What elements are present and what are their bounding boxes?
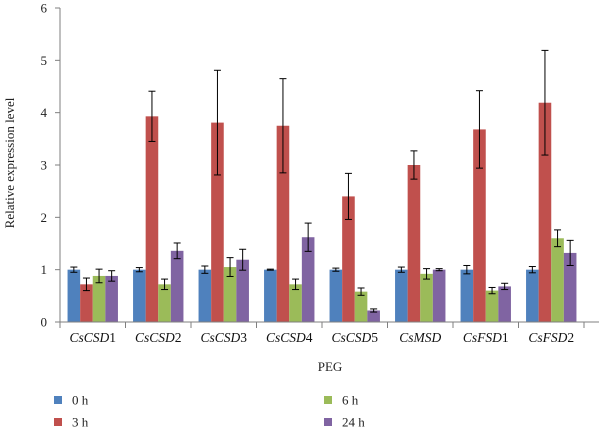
legend-swatch — [54, 418, 62, 426]
y-axis: 0 1 2 3 4 5 6 — [41, 1, 61, 330]
bar — [92, 275, 106, 322]
legend: 0 h 3 h 6 h 24 h — [54, 393, 365, 430]
bar — [236, 259, 249, 322]
x-tick-label: CsCSD4 — [266, 330, 313, 345]
bar — [460, 269, 474, 322]
x-axis-title: PEG — [318, 359, 343, 374]
y-tick-label: 0 — [41, 315, 48, 330]
bar — [473, 129, 486, 322]
y-tick-label: 1 — [41, 262, 48, 277]
x-tick-label: CsCSD3 — [200, 330, 247, 345]
x-tick-label: CsFSD1 — [463, 330, 509, 345]
bar — [498, 286, 511, 322]
bar — [211, 122, 224, 322]
x-tick-label: CsCSD1 — [69, 330, 116, 345]
bar — [158, 284, 171, 322]
bar — [301, 237, 315, 322]
bar — [342, 196, 355, 322]
bar — [329, 269, 343, 322]
bar — [198, 269, 212, 322]
bar — [485, 290, 499, 322]
y-axis-title: Relative expression level — [2, 97, 17, 228]
bar — [538, 102, 552, 323]
x-tick-label: CsMSD — [399, 330, 441, 345]
legend-label: 24 h — [342, 415, 365, 430]
bar — [276, 125, 290, 322]
y-tick-label: 4 — [41, 105, 48, 120]
bar — [420, 273, 433, 322]
x-axis: CsCSD1 CsCSD2 CsCSD3 CsCSD4 CsCSD5 CsMSD CsFSD… — [59, 321, 599, 345]
bar — [105, 275, 118, 322]
bar — [367, 310, 380, 322]
y-tick-label: 6 — [41, 1, 48, 16]
bar — [145, 116, 159, 322]
bar — [289, 284, 302, 322]
bar — [432, 269, 446, 322]
y-tick-label: 2 — [41, 210, 48, 225]
bar — [407, 165, 421, 322]
bar — [395, 269, 408, 322]
x-tick-label: CsFSD2 — [528, 330, 574, 345]
legend-label: 0 h — [72, 393, 89, 408]
bar — [354, 291, 368, 322]
bar — [223, 267, 237, 322]
bar — [264, 269, 277, 322]
legend-label: 3 h — [72, 415, 89, 430]
bar — [170, 250, 184, 322]
y-tick-label: 3 — [41, 158, 48, 173]
bar — [67, 269, 81, 322]
x-tick-label: CsCSD2 — [135, 330, 182, 345]
legend-swatch — [324, 396, 332, 404]
bars — [67, 102, 577, 323]
bar — [526, 269, 539, 322]
bar — [563, 252, 577, 322]
bar — [551, 238, 564, 322]
legend-label: 6 h — [342, 393, 359, 408]
y-tick-label: 5 — [41, 53, 48, 68]
x-tick-label: CsCSD5 — [331, 330, 378, 345]
bar — [80, 284, 93, 322]
bar — [133, 269, 146, 322]
legend-swatch — [324, 418, 332, 426]
error-bars — [70, 49, 574, 313]
legend-swatch — [54, 396, 62, 404]
